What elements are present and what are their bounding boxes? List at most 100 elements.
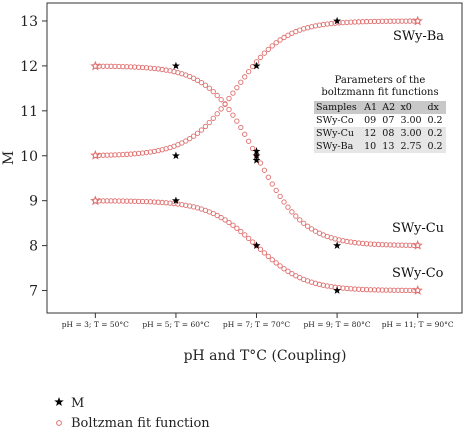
- fit-point: [367, 18, 374, 25]
- cell-sample: SWy-Co: [316, 115, 354, 126]
- fit-point: [234, 118, 240, 124]
- fit-point: [242, 74, 248, 80]
- fit-point: [277, 37, 283, 43]
- fit-point: [132, 198, 138, 204]
- fit-point: [367, 241, 374, 247]
- fit-point: [359, 240, 366, 247]
- fit-point: [359, 286, 366, 293]
- fit-point: [143, 198, 150, 205]
- table-row: SWy-Cu 12 08 3.00 0.2: [314, 127, 446, 140]
- fit-point: [124, 151, 130, 157]
- series-label-swy-ba: SWy-Ba: [393, 29, 444, 44]
- fit-point: [116, 198, 122, 204]
- fit-point: [135, 64, 142, 70]
- measured-point: [171, 61, 180, 70]
- y-tick-label: 7: [29, 284, 38, 300]
- fit-point: [147, 199, 154, 205]
- table-row: SWy-Co 09 07 3.00 0.2: [314, 114, 446, 127]
- fit-point: [265, 46, 271, 53]
- fit-point: [269, 43, 275, 49]
- fit-point: [383, 242, 389, 248]
- fit-point: [340, 19, 346, 26]
- fit-point: [407, 287, 413, 294]
- fit-point: [151, 199, 157, 205]
- fit-point: [356, 286, 362, 292]
- fit-point: [120, 63, 126, 70]
- y-axis-title: M: [1, 151, 17, 165]
- fit-point: [403, 18, 409, 24]
- fit-point: [108, 198, 114, 204]
- cell-dx: 0.2: [425, 127, 446, 140]
- legend: M Boltzman fit function: [54, 396, 210, 431]
- fit-point: [249, 239, 256, 245]
- fit-point: [222, 101, 228, 107]
- fit-point: [100, 198, 106, 204]
- plot-frame: [46, 2, 463, 314]
- fit-point: [128, 151, 134, 157]
- table-row: SWy-Ba 10 13 2.75 0.2: [314, 140, 446, 153]
- fit-point: [348, 19, 354, 25]
- fit-point: [395, 242, 401, 248]
- fit-point: [100, 63, 106, 69]
- y-tick-label: 13: [20, 14, 38, 30]
- legend-measured-label: M: [71, 396, 84, 411]
- fit-point: [143, 65, 150, 71]
- fit-point: [218, 106, 224, 112]
- fit-point: [246, 235, 252, 242]
- fit-point: [132, 64, 138, 70]
- fit-endpoint-marker: [90, 195, 101, 206]
- x-tick-label: pH = 7; T = 70°C: [223, 320, 290, 329]
- fit-point: [399, 18, 405, 24]
- fit-point: [218, 214, 224, 221]
- fit-point: [363, 241, 370, 247]
- fit-point: [249, 145, 256, 152]
- fit-point: [285, 204, 291, 210]
- fit-point: [135, 198, 142, 205]
- fit-point: [367, 287, 374, 293]
- fit-point: [139, 198, 146, 205]
- fit-endpoint-marker: [412, 239, 423, 250]
- fit-point: [304, 223, 311, 229]
- fit-point: [261, 167, 268, 173]
- fit-point: [407, 242, 413, 248]
- fit-point: [356, 19, 362, 25]
- cell-a2: 08: [380, 127, 399, 140]
- y-tick-label: 12: [20, 59, 38, 75]
- fit-point: [246, 68, 252, 75]
- fit-point: [312, 228, 319, 234]
- fit-point: [187, 136, 193, 142]
- measured-point: [252, 147, 261, 155]
- fit-point: [375, 287, 382, 293]
- cell-a2: 07: [382, 115, 395, 126]
- fit-point: [238, 79, 244, 85]
- y-axis: 7 8 9 10 11 12 13: [20, 14, 47, 300]
- fit-point: [289, 209, 295, 215]
- fit-point: [257, 160, 264, 166]
- fit-point: [403, 287, 409, 294]
- fit-point: [375, 241, 382, 248]
- fit-point: [96, 152, 102, 158]
- fit-point: [238, 124, 244, 131]
- fit-point: [214, 111, 220, 117]
- fit-point: [289, 270, 295, 277]
- header-samples: Samples: [314, 101, 363, 114]
- fit-point: [104, 198, 110, 204]
- fit-point: [371, 18, 378, 25]
- cell-a2: 13: [380, 140, 399, 153]
- header-x0: x0: [398, 101, 426, 114]
- header-dx: dx: [425, 101, 446, 114]
- fit-point: [234, 85, 240, 91]
- fit-point: [379, 18, 385, 24]
- measured-point: [171, 196, 180, 205]
- fit-point: [297, 217, 303, 223]
- fit-point: [352, 286, 358, 292]
- fit-point: [214, 92, 220, 99]
- fit-point: [190, 133, 197, 139]
- series-label-swy-cu: SWy-Cu: [392, 221, 444, 236]
- measured-point: [171, 151, 180, 160]
- cell-x0: 2.75: [398, 140, 426, 153]
- fit-point: [124, 64, 130, 70]
- fit-point: [285, 268, 291, 274]
- y-tick-label: 9: [29, 194, 38, 210]
- fit-point: [230, 222, 236, 228]
